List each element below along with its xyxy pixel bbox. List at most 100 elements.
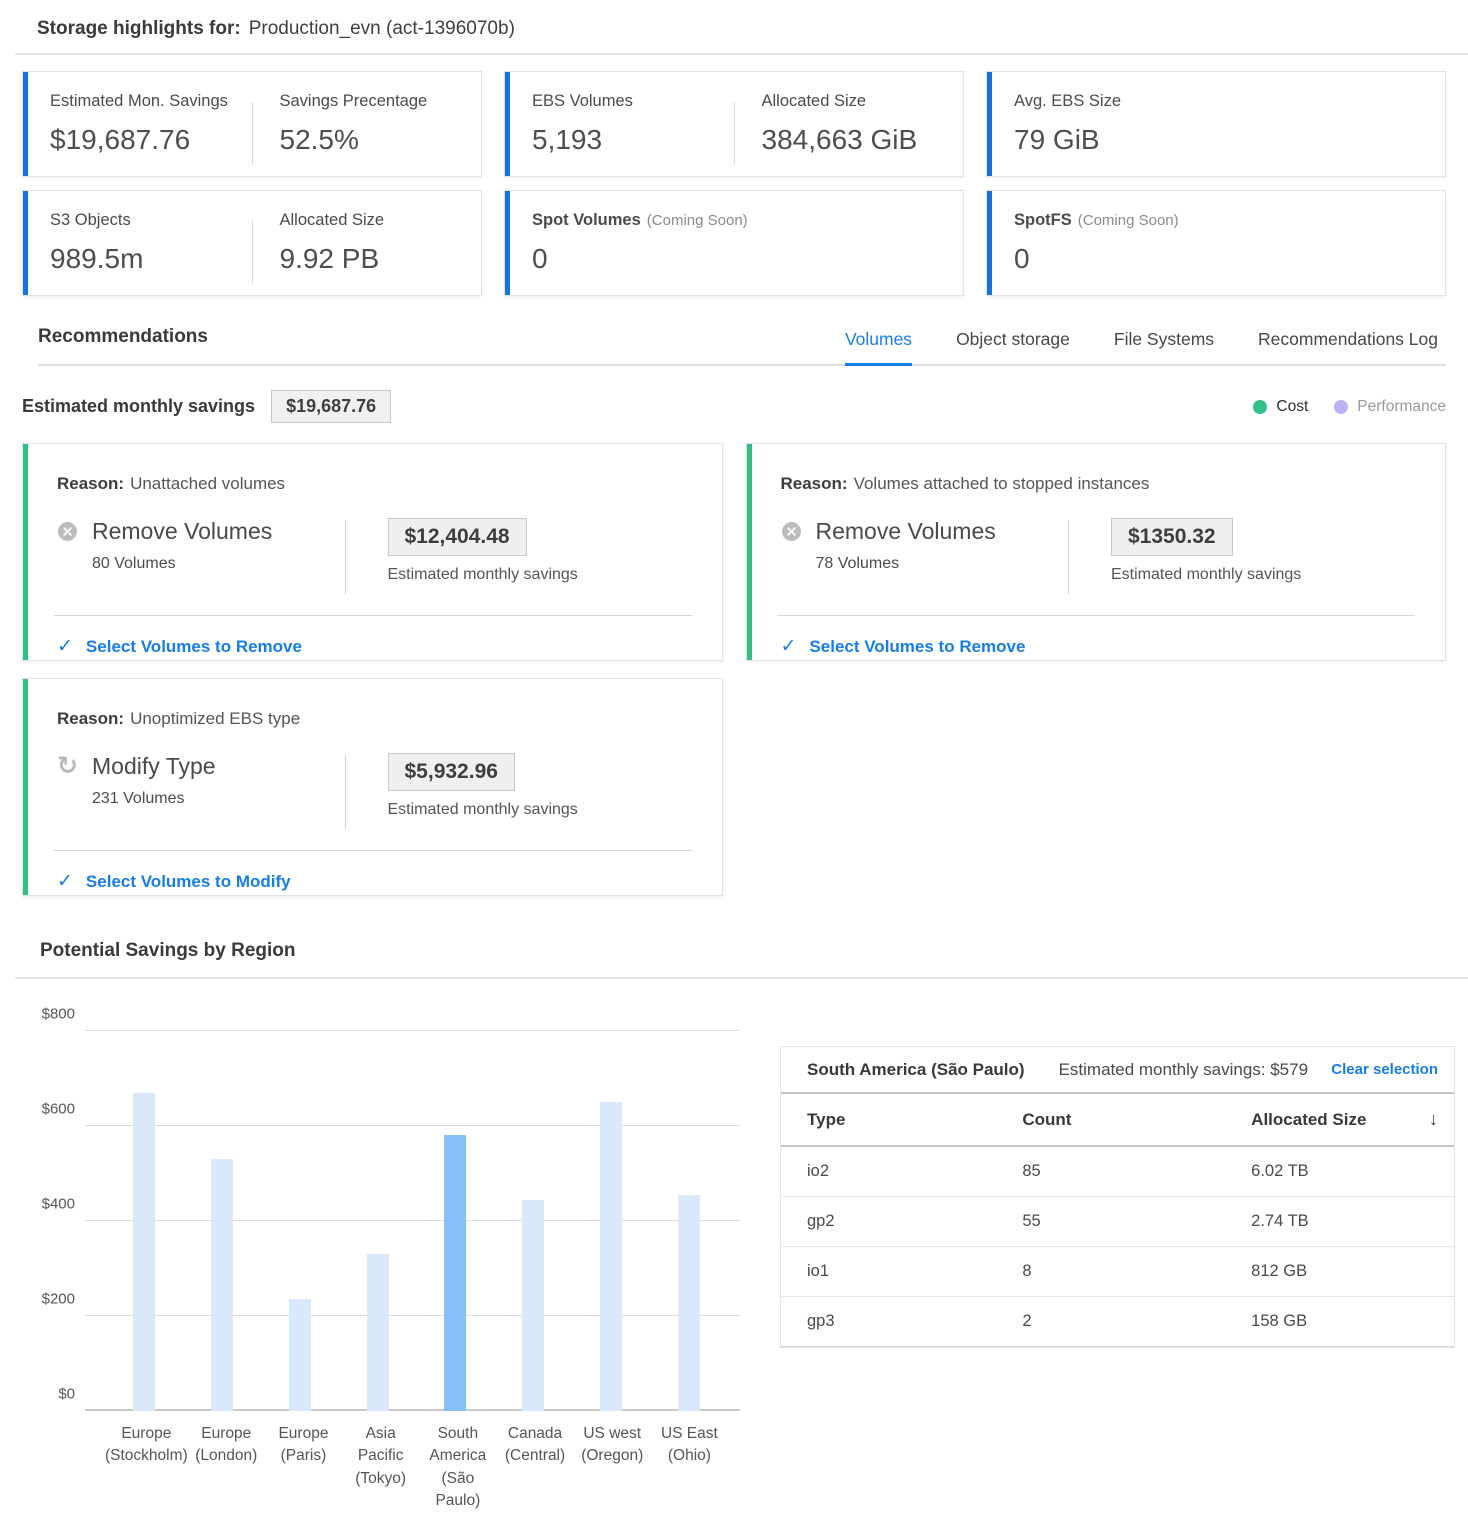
reason-line: Reason: Unoptimized EBS type xyxy=(57,709,688,729)
select-volumes-label: Select Volumes to Remove xyxy=(85,636,302,656)
savings-by-region-chart: $0 $200 $400 $600 $800 Europe (Stockholm) Euro… xyxy=(25,1006,740,1513)
stat-metric: EBS Volumes 5,193 xyxy=(505,72,734,176)
table-cell-value: 6.02 TB xyxy=(1251,1162,1309,1180)
check-icon: ✓ xyxy=(780,636,797,657)
bar-column xyxy=(261,1299,339,1411)
bar-europe-london-[interactable] xyxy=(210,1159,233,1411)
savings-summary-value: $19,687.76 xyxy=(271,390,392,423)
tab-file-systems[interactable]: File Systems xyxy=(1113,329,1215,349)
action-divider xyxy=(1068,520,1069,594)
select-volumes-link[interactable]: ✓ Select Volumes to Modify xyxy=(57,870,722,893)
table-cell-value: io2 xyxy=(807,1162,830,1180)
column-header-allocated-size[interactable]: Allocated Size ↓ xyxy=(1225,1109,1454,1130)
x-axis-label-city: (London) xyxy=(195,1447,258,1465)
column-header-count[interactable]: Count xyxy=(996,1110,1225,1130)
y-axis-tick: $200 xyxy=(41,1290,75,1308)
x-axis-label: Asia Pacific (Tokyo) xyxy=(342,1423,419,1513)
recommendation-card: Reason: Unoptimized EBS type ↻ Modify Type 2… xyxy=(22,678,723,896)
x-axis-label-region: US west xyxy=(583,1425,642,1442)
action-row: Remove Volumes 78 Volumes $1350.32 Estimate… xyxy=(781,518,1412,594)
header-divider xyxy=(15,53,1468,55)
savings-value-box: $12,404.48 xyxy=(387,518,527,556)
x-circle-icon xyxy=(57,521,78,542)
gridline-200 xyxy=(85,1315,740,1316)
bar-column xyxy=(572,1102,650,1411)
bar-column xyxy=(339,1254,417,1411)
column-header-label: Allocated Size xyxy=(1251,1109,1367,1129)
recommendation-cards: Reason: Unattached volumes Remove Volumes 8… xyxy=(22,443,1446,896)
reason-label: Reason: xyxy=(780,474,848,493)
table-cell: 812 GB xyxy=(1225,1262,1454,1281)
table-cell-value: 812 GB xyxy=(1251,1262,1308,1280)
bar-us-east-ohio-[interactable] xyxy=(678,1195,701,1411)
stat-metric-label: EBS Volumes xyxy=(532,92,724,111)
x-axis-label-region: Asia Pacific xyxy=(357,1425,404,1465)
table-cell: gp3 xyxy=(781,1312,996,1331)
x-axis-label-city: (Central) xyxy=(504,1447,566,1465)
action-title-row: ↻ Modify Type xyxy=(57,753,335,780)
sort-descending-icon[interactable]: ↓ xyxy=(1428,1109,1438,1129)
stat-metric-value: 384,663 GiB xyxy=(761,124,918,155)
table-cell-value: 85 xyxy=(1022,1162,1041,1180)
tab-volumes[interactable]: Volumes xyxy=(844,329,913,366)
region-section-divider xyxy=(15,977,1468,979)
action-title-row: Remove Volumes xyxy=(781,518,1059,545)
recommendations-title: Recommendations xyxy=(38,326,208,347)
action-row: ↻ Modify Type 231 Volumes $5,932.96 Estimate… xyxy=(57,753,688,829)
region-table-columns: Type Count Allocated Size ↓ xyxy=(781,1094,1454,1147)
savings-info: $5,932.96 Estimated monthly savings xyxy=(387,753,688,819)
bar-europe-paris-[interactable] xyxy=(288,1299,311,1411)
reason-text: Volumes attached to stopped instances xyxy=(853,474,1150,493)
table-cell: 6.02 TB xyxy=(1225,1162,1454,1181)
savings-value-box: $5,932.96 xyxy=(387,753,515,791)
legend-dot-icon xyxy=(1334,399,1349,414)
x-axis-label: Europe (Paris) xyxy=(265,1423,342,1513)
recommendation-card: Reason: Volumes attached to stopped insta… xyxy=(745,443,1446,661)
select-volumes-link[interactable]: ✓ Select Volumes to Remove xyxy=(57,635,722,658)
table-cell: 8 xyxy=(996,1262,1225,1281)
tab-object-storage[interactable]: Object storage xyxy=(956,329,1070,349)
x-axis-label-region: Europe xyxy=(121,1425,172,1442)
card-accent-bar xyxy=(987,72,992,176)
action-name: Modify Type xyxy=(92,753,216,779)
bar-canada-central-[interactable] xyxy=(522,1200,545,1411)
volume-count: 231 Volumes xyxy=(92,790,185,807)
x-axis-label: US west (Oregon) xyxy=(574,1423,651,1513)
table-cell-value: 8 xyxy=(1022,1262,1032,1280)
bar-column xyxy=(183,1159,261,1411)
bar-asia-pacific-tokyo-[interactable] xyxy=(366,1254,389,1411)
region-table-title: South America (São Paulo) xyxy=(807,1059,1025,1079)
stat-metric-label: Allocated Size xyxy=(762,92,954,111)
select-volumes-label: Select Volumes to Modify xyxy=(85,871,291,891)
stat-metric: S3 Objects 989.5m xyxy=(23,191,252,295)
x-axis-label: Europe (Stockholm) xyxy=(105,1423,188,1513)
x-axis-label-region: South America xyxy=(429,1425,487,1465)
table-row: gp3 2 158 GB xyxy=(781,1297,1454,1347)
stat-card: SpotFS (Coming Soon) 0 xyxy=(986,190,1446,296)
action-name: Remove Volumes xyxy=(815,518,996,544)
select-volumes-link[interactable]: ✓ Select Volumes to Remove xyxy=(781,635,1446,658)
gridline-0 xyxy=(85,1409,740,1411)
stat-metric-label-text: Savings Precentage xyxy=(279,92,428,110)
bar-us-west-oregon-[interactable] xyxy=(600,1102,623,1411)
region-table-area: South America (São Paulo) Estimated mont… xyxy=(780,1046,1455,1513)
clear-selection-link[interactable]: Clear selection xyxy=(1331,1061,1438,1078)
chart-legend: Cost Performance xyxy=(1253,398,1446,416)
column-header-type[interactable]: Type xyxy=(781,1110,996,1130)
tab-recommendations-log[interactable]: Recommendations Log xyxy=(1258,329,1438,349)
table-cell: io1 xyxy=(781,1262,996,1281)
legend-item-performance[interactable]: Performance xyxy=(1334,398,1446,416)
table-cell-value: 2 xyxy=(1022,1312,1032,1330)
stat-card: Estimated Mon. Savings $19,687.76 Savings … xyxy=(22,71,482,177)
bar-south-america-s-o-paulo-[interactable] xyxy=(444,1135,467,1411)
reason-line: Reason: Unattached volumes xyxy=(57,474,688,494)
stat-metric-label: SpotFS (Coming Soon) xyxy=(1014,211,1435,230)
bar-column xyxy=(650,1195,728,1411)
legend-item-cost[interactable]: Cost xyxy=(1253,398,1308,416)
stat-card: S3 Objects 989.5m Allocated Size 9.92 PB xyxy=(22,190,482,296)
bar-europe-stockholm-[interactable] xyxy=(132,1093,155,1411)
table-cell: 2 xyxy=(996,1312,1225,1331)
chart-bars xyxy=(85,1031,740,1411)
region-table-header: South America (São Paulo) Estimated mont… xyxy=(781,1047,1454,1094)
